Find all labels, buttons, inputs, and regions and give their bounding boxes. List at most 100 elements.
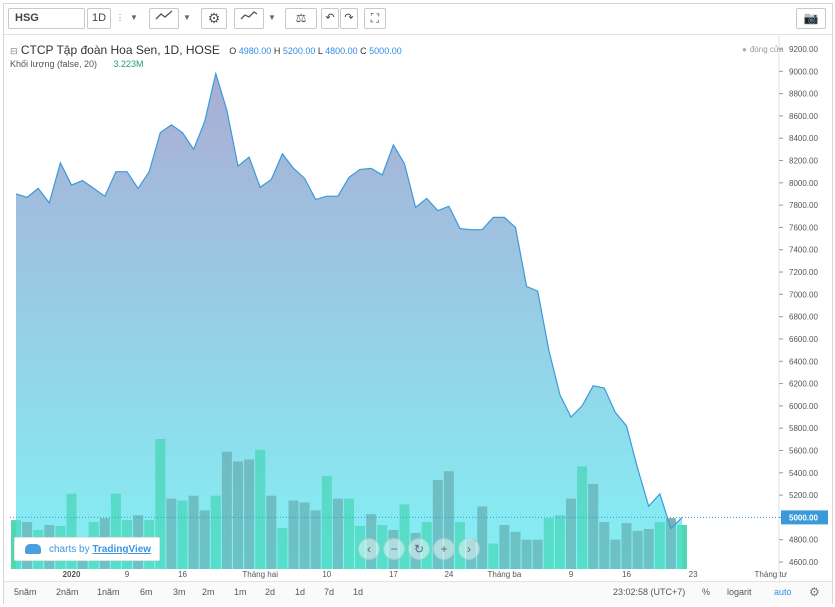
chevron-down-icon[interactable]: ▼ xyxy=(130,13,138,22)
range-2d[interactable]: 2d xyxy=(265,587,276,597)
y-tick-label: 5400.00 xyxy=(789,469,818,478)
tradingview-branding-link[interactable]: charts by TradingView xyxy=(14,537,160,561)
y-tick-label: 7400.00 xyxy=(789,246,818,255)
volume-bar-overlay xyxy=(488,543,499,569)
screenshot-button[interactable]: 📷 xyxy=(796,8,826,29)
x-tick-label: Tháng tư xyxy=(755,570,788,579)
range-2m[interactable]: 2m xyxy=(202,587,215,597)
symbol-search-input[interactable]: HSG xyxy=(8,8,85,29)
x-tick-label: 9 xyxy=(125,570,130,579)
y-tick-label: 4600.00 xyxy=(789,558,818,567)
chevron-right-icon: › xyxy=(467,542,471,556)
log-scale-toggle[interactable]: logarit xyxy=(727,587,752,597)
range-1y[interactable]: 1năm xyxy=(97,587,120,597)
volume-bar-overlay xyxy=(399,504,410,569)
price-area-fill xyxy=(16,73,682,569)
clock: 23:02:58 (UTC+7) xyxy=(613,587,686,597)
volume-bar-overlay xyxy=(66,493,77,569)
volume-bar-overlay xyxy=(155,439,166,569)
volume-bar-overlay xyxy=(632,530,643,569)
zoom-in-button[interactable]: + xyxy=(433,538,455,560)
compare-button[interactable]: ⚖ xyxy=(285,8,317,29)
range-1m[interactable]: 1m xyxy=(234,587,247,597)
redo-button[interactable]: ↷ xyxy=(340,8,358,29)
chart-type-button[interactable] xyxy=(149,8,179,29)
scales-icon: ⚖ xyxy=(295,11,307,25)
reset-button[interactable]: ↻ xyxy=(408,538,430,560)
volume-bar-overlay xyxy=(199,510,210,569)
collapse-icon[interactable]: ⊟ xyxy=(10,46,18,56)
y-tick-label: 7000.00 xyxy=(789,290,818,299)
volume-bar-overlay xyxy=(332,498,343,569)
volume-bar-overlay xyxy=(477,506,488,569)
undo-button[interactable]: ↶ xyxy=(321,8,339,29)
last-price-label: 5000.00 xyxy=(789,513,818,522)
volume-bar-overlay xyxy=(299,502,310,569)
percent-scale-toggle[interactable]: % xyxy=(702,587,711,597)
volume-bar-overlay xyxy=(110,493,121,569)
fullscreen-button[interactable]: ⛶ xyxy=(364,8,386,29)
redo-icon: ↷ xyxy=(344,12,354,24)
interval-button[interactable]: 1D xyxy=(87,8,111,29)
auto-scale-toggle[interactable]: auto xyxy=(774,587,792,597)
more-intervals-icon[interactable]: ⋮ xyxy=(116,13,124,22)
y-tick-label: 5600.00 xyxy=(789,446,818,455)
y-tick-label: 7200.00 xyxy=(789,268,818,277)
range-7d[interactable]: 7d xyxy=(324,587,335,597)
y-tick-label: 8200.00 xyxy=(789,157,818,166)
low-value: 4800.00 xyxy=(325,46,358,56)
price-chart[interactable]: 4600.00 4800.00 5000.00 5200.00 5400.00 5600.… xyxy=(4,35,832,580)
range-5y[interactable]: 5năm xyxy=(14,587,37,597)
area-chart-icon xyxy=(155,10,173,20)
range-2y[interactable]: 2năm xyxy=(56,587,79,597)
volume-bar-overlay xyxy=(443,471,454,569)
y-tick-label: 7600.00 xyxy=(789,223,818,232)
time-axis[interactable]: 2020 9 16 Tháng hai 10 17 24 Tháng ba 9 16 23 Tháng… xyxy=(63,570,788,579)
indicators-button[interactable] xyxy=(234,8,264,29)
main-series-legend: ⊟ CTCP Tập đoàn Hoa Sen, 1D, HOSE O 4980… xyxy=(10,43,402,57)
range-1d-alt[interactable]: 1d xyxy=(353,587,364,597)
low-label: L xyxy=(317,46,323,56)
x-tick-label: 16 xyxy=(622,570,631,579)
volume-bar-overlay xyxy=(221,451,232,569)
zoom-out-button[interactable]: − xyxy=(383,538,405,560)
plus-icon: + xyxy=(440,542,448,556)
gear-icon: ⚙ xyxy=(207,10,221,26)
y-tick-label: 6600.00 xyxy=(789,335,818,344)
indicators-icon xyxy=(240,11,258,20)
x-tick-label: 2020 xyxy=(63,570,81,579)
x-tick-label: Tháng ba xyxy=(487,570,521,579)
settings-button[interactable]: ⚙ xyxy=(201,8,227,29)
undo-icon: ↶ xyxy=(325,12,335,24)
x-tick-label: 23 xyxy=(689,570,698,579)
chart-type-chevron-icon[interactable]: ▼ xyxy=(183,13,191,22)
x-tick-label: 10 xyxy=(322,570,331,579)
y-tick-label: 8600.00 xyxy=(789,112,818,121)
volume-bar-overlay xyxy=(566,498,576,569)
volume-bar-overlay xyxy=(377,525,388,569)
y-tick-label: 5800.00 xyxy=(789,424,818,433)
price-axis[interactable]: 4600.00 4800.00 5000.00 5200.00 5400.00 5600.… xyxy=(779,45,828,567)
indicators-chevron-icon[interactable]: ▼ xyxy=(268,13,276,22)
branding-name: TradingView xyxy=(92,544,152,555)
volume-bar-overlay xyxy=(621,523,632,569)
range-1d[interactable]: 1d xyxy=(295,587,306,597)
volume-bar-overlay xyxy=(554,515,565,569)
scale-settings-icon[interactable]: ⚙ xyxy=(809,585,820,599)
volume-bar-overlay xyxy=(177,500,188,569)
y-tick-label: 6200.00 xyxy=(789,380,818,389)
price-source-label: đóng cửa xyxy=(742,45,784,54)
series-title: CTCP Tập đoàn Hoa Sen, 1D, HOSE xyxy=(20,43,220,57)
y-tick-label: 6800.00 xyxy=(789,313,818,322)
scroll-left-button[interactable]: ‹ xyxy=(358,538,380,560)
volume-bar-overlay xyxy=(233,461,243,569)
y-tick-label: 5200.00 xyxy=(789,491,818,500)
reset-icon: ↻ xyxy=(413,542,425,556)
volume-bar-overlay xyxy=(255,449,266,569)
scroll-right-button[interactable]: › xyxy=(458,538,480,560)
volume-bar-overlay xyxy=(166,498,177,569)
range-3m[interactable]: 3m xyxy=(173,587,186,597)
x-tick-label: 9 xyxy=(569,570,574,579)
volume-bar-overlay xyxy=(521,539,532,569)
range-6m[interactable]: 6m xyxy=(140,587,153,597)
